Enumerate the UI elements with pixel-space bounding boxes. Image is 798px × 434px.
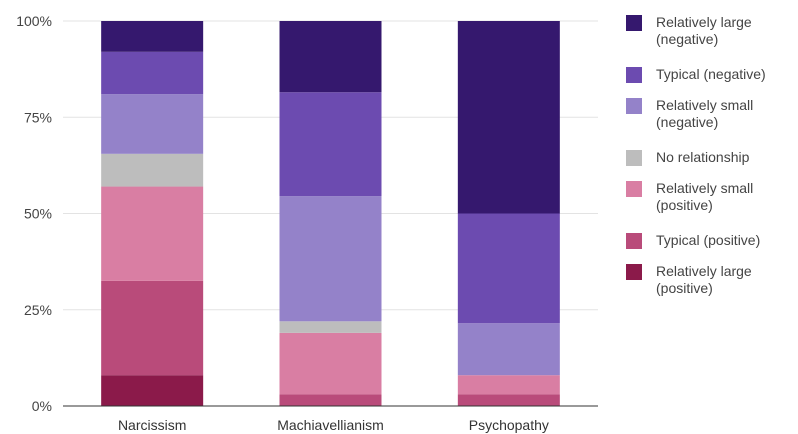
legend-label: Typical (positive) (656, 232, 760, 248)
bar-segment (101, 186, 204, 281)
bar-segment (101, 153, 204, 187)
bar-segment (279, 332, 382, 395)
y-tick-label: 0% (32, 398, 52, 414)
legend-swatch (626, 264, 642, 280)
y-tick-label: 25% (24, 302, 52, 318)
bar-segment (457, 394, 560, 406)
y-tick-label: 75% (24, 109, 52, 125)
y-tick-label: 100% (16, 13, 52, 29)
legend-label: No relationship (656, 149, 750, 165)
bar-segment (279, 196, 382, 322)
legend-swatch (626, 181, 642, 197)
bar-segment (101, 51, 204, 95)
x-tick-label: Machiavellianism (277, 417, 384, 433)
bar-segment (457, 375, 560, 395)
legend-label: Relatively large (negative) (656, 14, 752, 47)
bar-segment (101, 280, 204, 376)
bar-segment (279, 394, 382, 406)
legend-label: Typical (negative) (656, 66, 766, 82)
x-tick-label: Narcissism (118, 417, 186, 433)
bar-segment (279, 321, 382, 333)
bar-segment (279, 92, 382, 197)
legend: Relatively large (negative) Typical (negat… (626, 14, 766, 296)
bar-segment (457, 323, 560, 376)
bar-segment (101, 21, 204, 52)
bar-segment (457, 21, 560, 214)
x-axis-ticks: Narcissism Machiavellianism Psychopathy (118, 417, 549, 433)
bars (101, 21, 560, 406)
bar-segment (101, 375, 204, 406)
legend-swatch (626, 150, 642, 166)
x-tick-label: Psychopathy (469, 417, 549, 433)
y-tick-label: 50% (24, 206, 52, 222)
y-axis-ticks: 0% 25% 50% 75% 100% (16, 13, 52, 414)
legend-label: Relatively small (negative) (656, 97, 753, 130)
legend-swatch (626, 233, 642, 249)
legend-swatch (626, 98, 642, 114)
legend-swatch (626, 67, 642, 83)
legend-swatch (626, 15, 642, 31)
bar-segment (457, 213, 560, 324)
bar-segment (279, 21, 382, 93)
legend-label: Relatively large (positive) (656, 263, 752, 296)
legend-label: Relatively small (positive) (656, 180, 753, 213)
bar-segment (101, 94, 204, 154)
